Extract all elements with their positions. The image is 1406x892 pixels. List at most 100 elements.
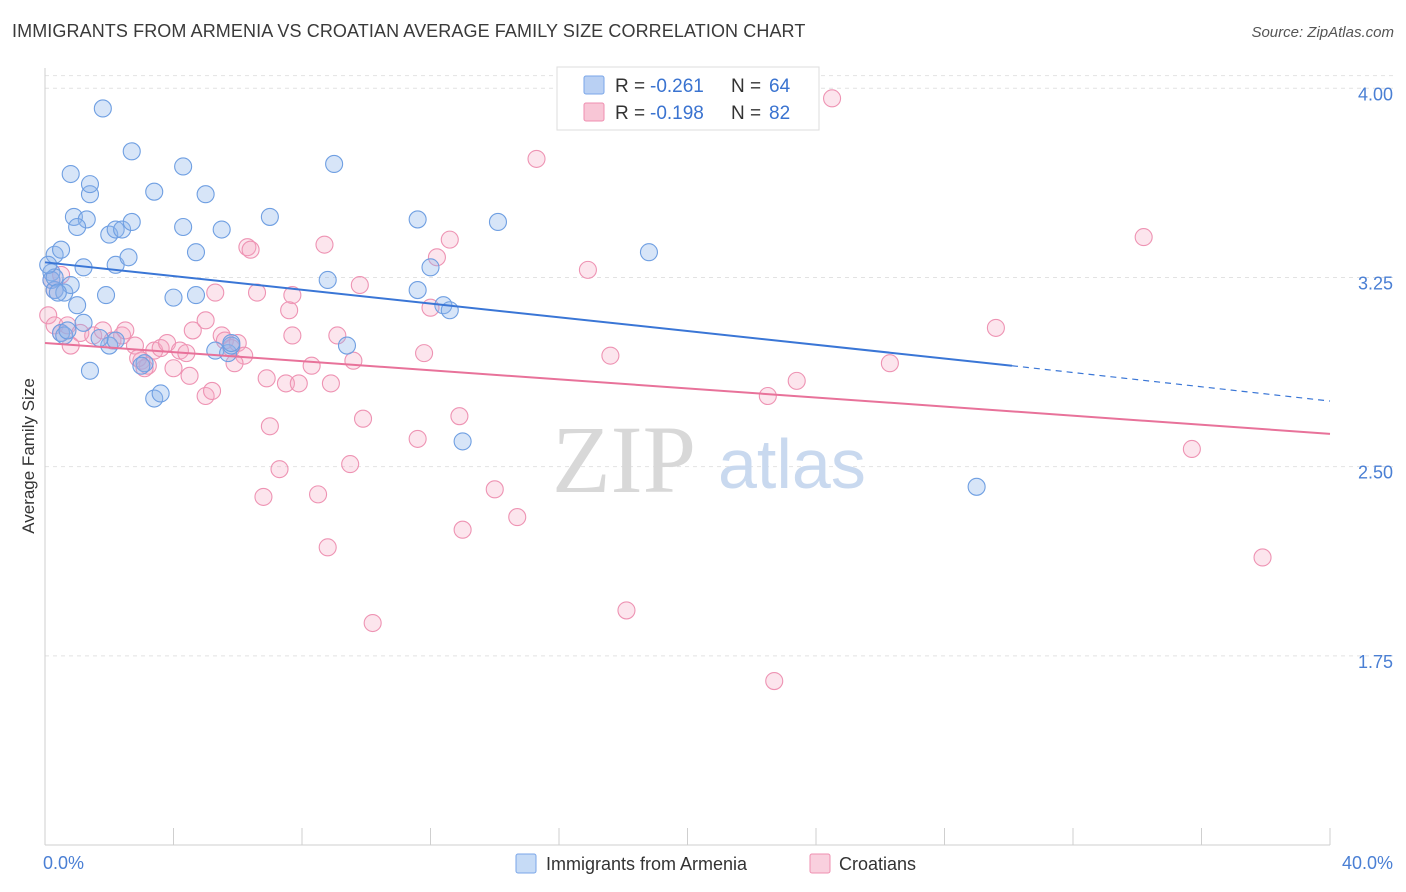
- croatians-point: [787, 371, 806, 390]
- croatians-point: [164, 359, 183, 378]
- croatians-point: [353, 409, 373, 428]
- x-axis-ticks: [44, 828, 1331, 845]
- croatians-point: [758, 386, 777, 406]
- croatians-point: [408, 429, 427, 448]
- croatians-point: [39, 306, 58, 325]
- croatians-point: [344, 351, 363, 370]
- chart-title: IMMIGRANTS FROM ARMENIA VS CROATIAN AVER…: [12, 21, 806, 41]
- croatians-point: [138, 356, 157, 375]
- croatians-point: [254, 487, 273, 506]
- legend-n-label-croatians: N =: [731, 103, 761, 124]
- legend-r-label-armenia: R =: [615, 76, 645, 97]
- y-tick-label: 3.25: [1358, 273, 1393, 293]
- armenia-point: [80, 175, 100, 194]
- series-armenia-points: [39, 99, 986, 496]
- bottom-legend-swatch-croatians: [809, 853, 831, 874]
- armenia-point: [52, 240, 71, 259]
- armenia-point: [325, 154, 344, 173]
- armenia-trendline: [44, 261, 1013, 367]
- armenia-point: [106, 331, 125, 350]
- croatians-point: [196, 311, 215, 330]
- armenia-point: [77, 210, 96, 229]
- croatians-point: [765, 671, 784, 691]
- croatians-point: [823, 89, 842, 108]
- legend-swatch-armenia: [583, 75, 605, 95]
- armenia-point: [145, 182, 164, 201]
- armenia-point: [80, 361, 100, 380]
- armenia-point: [174, 157, 193, 176]
- armenia-point: [453, 432, 472, 451]
- armenia-point: [58, 321, 77, 340]
- armenia-point: [337, 336, 357, 355]
- croatians-point: [1182, 439, 1201, 459]
- stats-legend: R = -0.261 N = 64 R = -0.198 N = 82: [556, 66, 820, 131]
- croatians-point: [986, 318, 1005, 337]
- croatians-point: [183, 321, 202, 340]
- croatians-trendline: [44, 342, 1331, 435]
- croatians-point: [116, 321, 135, 340]
- croatians-point: [203, 381, 222, 401]
- armenia-point: [132, 356, 151, 375]
- armenia-point: [61, 164, 80, 184]
- croatians-point: [206, 283, 225, 302]
- armenia-point: [90, 328, 109, 348]
- croatians-point: [315, 235, 334, 254]
- armenia-point: [318, 270, 337, 290]
- croatians-point: [280, 301, 299, 320]
- y-tick-labels: 1.75 2.50 3.25 4.00: [1358, 84, 1393, 672]
- armenia-point: [48, 283, 67, 302]
- armenia-point: [106, 220, 125, 239]
- croatians-point: [880, 354, 899, 373]
- croatians-point: [341, 455, 360, 474]
- legend-n-value-croatians: 82: [769, 103, 790, 124]
- legend-swatch-croatians: [583, 102, 605, 122]
- armenia-point: [196, 185, 215, 204]
- croatians-point: [508, 508, 527, 527]
- armenia-point: [151, 384, 170, 403]
- croatians-point: [617, 601, 636, 620]
- x-tick-label-min: 0.0%: [43, 853, 84, 873]
- bottom-legend-label-armenia: Immigrants from Armenia: [546, 854, 748, 874]
- trendlines: [44, 261, 1331, 435]
- legend-n-value-armenia: 64: [769, 76, 791, 97]
- armenia-point: [68, 217, 87, 237]
- armenia-point: [408, 281, 427, 300]
- armenia-point: [135, 354, 154, 373]
- croatians-point: [270, 460, 289, 479]
- series-croatians-points: [39, 89, 1272, 691]
- armenia-point: [119, 248, 138, 267]
- armenia-point: [186, 286, 206, 305]
- croatians-point: [328, 326, 347, 345]
- legend-n-label-armenia: N =: [731, 76, 761, 97]
- armenia-point: [122, 142, 141, 161]
- croatians-point: [318, 538, 337, 557]
- armenia-point: [174, 217, 193, 237]
- croatians-point: [283, 286, 302, 305]
- croatians-point: [283, 326, 302, 345]
- croatians-point: [427, 248, 446, 267]
- armenia-point: [96, 286, 116, 305]
- armenia-trendline-extension: [1011, 365, 1331, 402]
- y-tick-label: 4.00: [1358, 84, 1393, 104]
- croatians-point: [527, 149, 546, 168]
- legend-r-label-croatians: R =: [615, 103, 645, 124]
- croatians-point: [241, 240, 260, 259]
- armenia-point: [113, 220, 132, 239]
- croatians-point: [1134, 228, 1153, 247]
- armenia-point: [39, 255, 58, 274]
- bottom-legend-label-croatians: Croatians: [839, 854, 916, 874]
- legend-r-value-croatians: -0.198: [650, 103, 704, 124]
- watermark: ZIP atlas: [552, 406, 866, 513]
- watermark-atlas: atlas: [718, 425, 866, 503]
- x-tick-label-max: 40.0%: [1342, 853, 1393, 873]
- armenia-point: [260, 207, 279, 226]
- armenia-point: [93, 99, 112, 118]
- croatians-point: [225, 354, 244, 373]
- source-label: Source: ZipAtlas.com: [1251, 24, 1394, 41]
- croatians-point: [309, 485, 328, 504]
- armenia-point: [164, 288, 183, 307]
- armenia-point: [967, 477, 986, 496]
- grid-lines: [45, 75, 1393, 657]
- croatians-point: [1253, 548, 1272, 567]
- armenia-point: [488, 212, 508, 232]
